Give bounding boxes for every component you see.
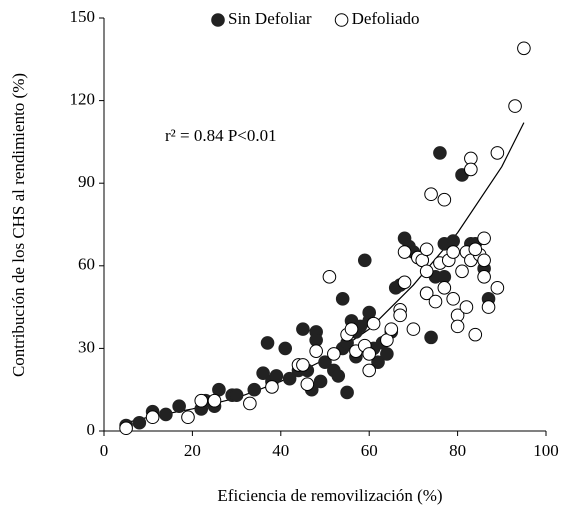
data-point [132, 415, 147, 430]
x-tick-label: 40 [272, 441, 289, 460]
data-point [344, 322, 359, 336]
data-point [468, 242, 483, 257]
data-point [393, 308, 407, 323]
y-tick-label: 150 [70, 7, 96, 26]
data-point [172, 399, 186, 414]
data-point [265, 380, 279, 394]
data-point [145, 410, 160, 425]
data-point [247, 382, 262, 397]
data-point [419, 264, 434, 279]
data-point [309, 344, 323, 358]
y-tick-label: 120 [70, 90, 96, 109]
data-point [477, 253, 491, 268]
data-point [260, 336, 275, 350]
data-point [300, 377, 315, 391]
y-tick-label: 30 [78, 337, 95, 356]
data-point [419, 286, 434, 301]
data-point [446, 245, 460, 259]
data-point [517, 41, 531, 56]
y-tick-label: 60 [78, 255, 95, 274]
data-point [490, 281, 505, 295]
legend-label: Sin Defoliar [228, 9, 312, 28]
data-point [481, 300, 496, 314]
data-point [335, 292, 350, 306]
legend-marker [211, 13, 225, 27]
data-point [490, 146, 505, 160]
data-point [450, 319, 465, 334]
data-point [362, 363, 377, 378]
x-tick-label: 80 [449, 441, 466, 460]
x-tick-label: 60 [361, 441, 378, 460]
data-point [437, 281, 452, 295]
x-tick-label: 0 [100, 441, 109, 460]
data-point [366, 316, 381, 331]
y-axis-title: Contribución de los CHS al rendimiento (… [9, 73, 28, 377]
data-point [181, 410, 195, 425]
data-point [357, 253, 372, 268]
data-point [371, 355, 385, 369]
data-point [428, 294, 443, 309]
data-point [331, 369, 346, 383]
x-axis-title: Eficiencia de removilización (%) [217, 486, 442, 505]
y-tick-label: 90 [78, 172, 95, 191]
data-point [194, 393, 209, 408]
data-point [159, 407, 173, 422]
data-point [397, 275, 412, 290]
data-point [256, 366, 270, 380]
legend-label: Defoliado [352, 9, 420, 28]
data-point [318, 355, 332, 369]
data-point [468, 327, 483, 342]
data-point [296, 358, 310, 372]
data-point [477, 270, 491, 284]
data-point [278, 341, 293, 356]
data-point [229, 388, 244, 403]
data-point [424, 187, 438, 202]
data-point [313, 374, 328, 389]
data-point [508, 99, 522, 113]
data-point [424, 330, 438, 345]
data-point [477, 231, 491, 246]
x-tick-label: 20 [184, 441, 201, 460]
data-point [327, 347, 341, 361]
data-point [384, 322, 399, 336]
annotation: r² = 0.84 P<0.01 [165, 126, 277, 145]
data-point [119, 421, 133, 436]
data-point [437, 192, 452, 207]
data-point [322, 270, 337, 284]
data-point [340, 385, 354, 400]
data-point [282, 371, 297, 386]
data-point [243, 396, 257, 411]
x-tick-label: 100 [533, 441, 559, 460]
data-point [459, 300, 474, 314]
data-point [433, 146, 447, 160]
data-point [446, 292, 460, 306]
data-point [406, 322, 421, 336]
data-point [362, 347, 377, 361]
data-point [464, 162, 478, 177]
data-point [419, 242, 434, 257]
data-point [397, 245, 412, 259]
data-point [455, 264, 469, 279]
y-tick-label: 0 [87, 420, 96, 439]
data-point [296, 322, 310, 336]
legend-marker [334, 13, 349, 27]
data-point [207, 393, 222, 408]
data-point [380, 347, 394, 361]
